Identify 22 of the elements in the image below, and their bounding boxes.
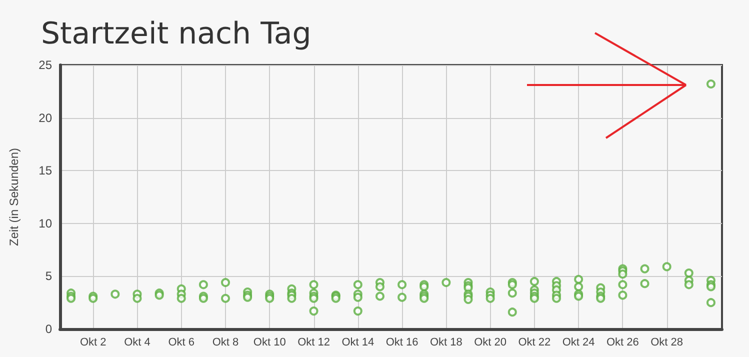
chart-title: Startzeit nach Tag xyxy=(41,16,312,52)
y-tick-label: 15 xyxy=(38,164,52,178)
x-tick-label: Okt 10 xyxy=(253,336,286,348)
x-tick-label: Okt 28 xyxy=(650,336,684,348)
x-tick-label: Okt 16 xyxy=(386,336,418,348)
x-tick-label: Okt 12 xyxy=(298,336,330,348)
x-tick-label: Okt 6 xyxy=(168,336,195,348)
x-tick-label: Okt 22 xyxy=(518,336,551,348)
y-tick-label: 0 xyxy=(45,322,52,336)
y-tick-label: 25 xyxy=(38,58,52,72)
x-tick-label: Okt 18 xyxy=(430,336,462,348)
y-tick-label: 10 xyxy=(38,216,52,230)
x-tick-label: Okt 26 xyxy=(606,336,639,348)
x-tick-label: Okt 24 xyxy=(562,336,595,348)
x-tick-label: Okt 20 xyxy=(474,336,507,348)
x-tick-label: Okt 14 xyxy=(342,336,374,348)
y-axis-title: Zeit (in Sekunden) xyxy=(7,148,21,246)
y-tick-label: 5 xyxy=(45,269,52,284)
y-tick-label: 20 xyxy=(38,110,52,125)
x-tick-label: Okt 2 xyxy=(80,336,106,348)
x-tick-label: Okt 4 xyxy=(124,336,150,348)
x-tick-label: Okt 8 xyxy=(212,336,239,348)
